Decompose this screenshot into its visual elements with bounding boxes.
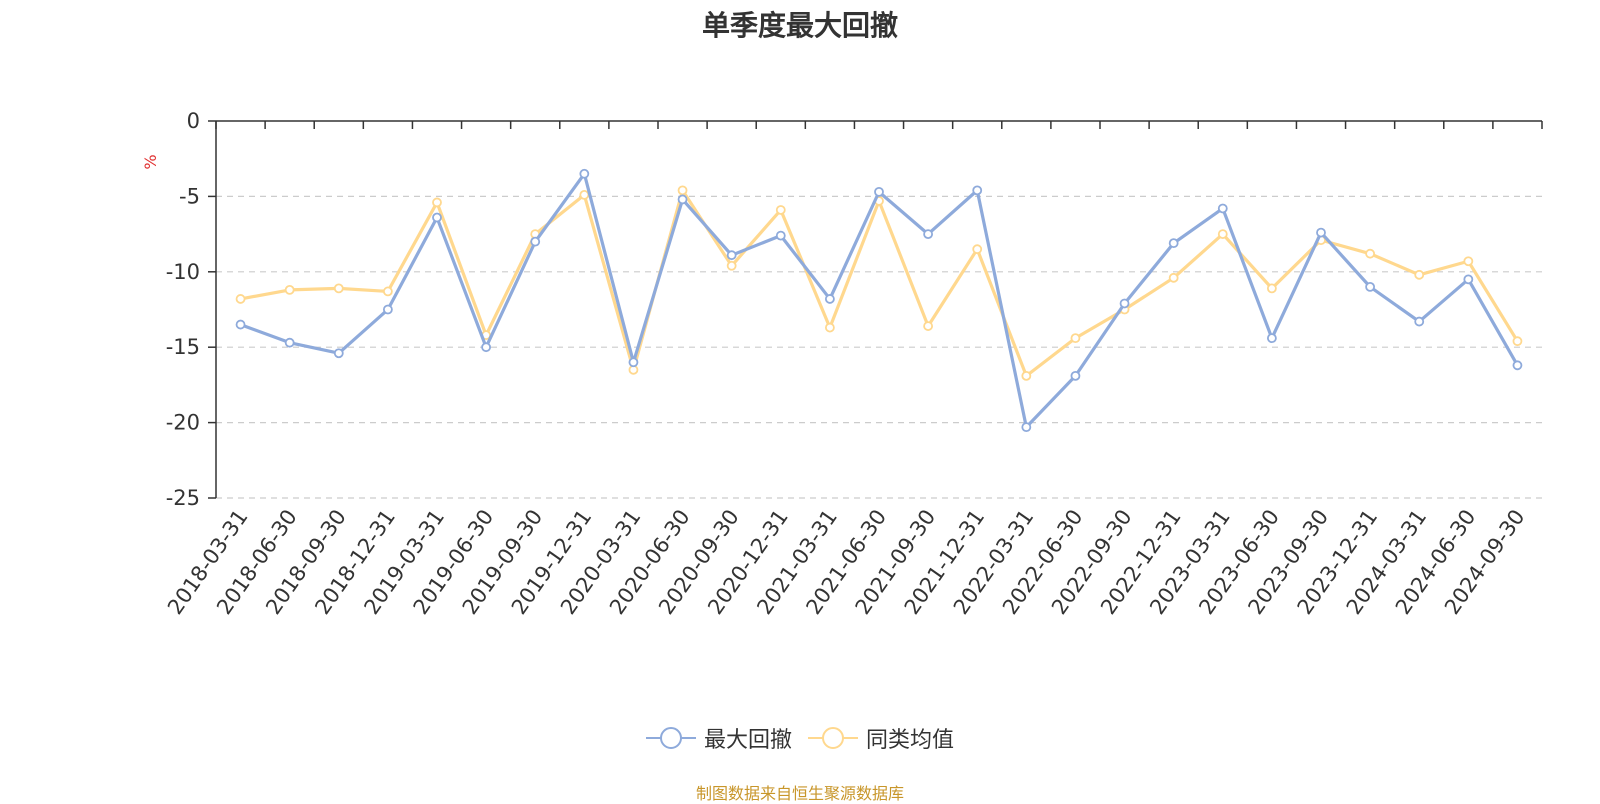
legend-label: 最大回撤 [703,728,792,753]
data-point[interactable] [579,189,590,200]
chart-title: 单季度最大回撤 [701,9,898,42]
legend: 最大回撤 同类均值 [0,722,1600,754]
data-point[interactable] [432,212,442,223]
series-lines [235,168,1523,433]
data-point[interactable] [1512,360,1523,371]
legend-label: 同类均值 [866,728,955,753]
data-point[interactable] [677,185,688,196]
legend-marker-yellow-icon [808,727,858,749]
data-point[interactable] [382,286,393,297]
data-point[interactable] [1316,227,1326,238]
data-point[interactable] [284,284,295,295]
data-point[interactable] [1463,274,1474,285]
y-tick-label: -5 [179,184,200,208]
data-point[interactable] [628,357,639,368]
data-point[interactable] [1168,272,1179,283]
data-point[interactable] [775,230,786,241]
data-point[interactable] [235,294,246,304]
data-point[interactable] [972,185,983,196]
data-point[interactable] [923,321,934,331]
data-point[interactable] [677,194,688,205]
data-point[interactable] [923,229,934,240]
data-point[interactable] [1021,370,1032,381]
data-point[interactable] [1070,333,1081,344]
data-point[interactable] [481,342,492,353]
y-tick-label: -10 [166,260,200,284]
data-point[interactable] [235,319,246,330]
series-line-2 [240,188,1519,378]
data-point[interactable] [382,304,393,315]
y-tick-label: -20 [166,411,200,435]
data-point[interactable] [333,348,344,359]
data-point[interactable] [824,322,835,333]
data-point[interactable] [1414,316,1425,327]
data-point[interactable] [1070,370,1081,381]
data-point[interactable] [1266,333,1277,344]
legend-marker-blue-icon [645,727,696,749]
data-point[interactable] [726,260,737,271]
data-point[interactable] [284,337,295,348]
y-axis-unit-label: % [141,154,160,169]
data-point[interactable] [432,197,442,208]
data-point[interactable] [1217,203,1228,214]
data-point[interactable] [824,294,835,304]
data-point[interactable] [1021,422,1032,433]
data-point[interactable] [530,236,541,247]
y-tick-label: -25 [166,486,200,510]
y-tick-label: 0 [187,109,200,133]
data-point[interactable] [1119,298,1130,309]
y-tick-label: -15 [166,335,200,359]
data-point[interactable] [874,186,884,197]
data-point[interactable] [1512,336,1523,347]
source-note: 制图数据来自恒生聚源数据库 [695,784,904,803]
data-point[interactable] [1168,238,1179,249]
axes: 0-5-10-15-20-252018-03-312018-06-302018-… [163,109,1543,619]
data-point[interactable] [1365,248,1376,259]
data-point[interactable] [1266,283,1277,294]
data-point[interactable] [972,244,983,255]
data-point[interactable] [1463,256,1474,267]
data-point[interactable] [1217,229,1228,240]
data-point[interactable] [1365,281,1376,292]
data-point[interactable] [775,205,786,215]
data-point[interactable] [579,168,590,179]
legend-item-peer-average[interactable]: 同类均值 [808,722,954,754]
legend-item-max-drawdown[interactable]: 最大回撤 [645,722,792,754]
data-point[interactable] [1414,269,1425,280]
data-point[interactable] [333,283,344,294]
data-point[interactable] [726,250,737,261]
grid-lines [216,195,1542,499]
